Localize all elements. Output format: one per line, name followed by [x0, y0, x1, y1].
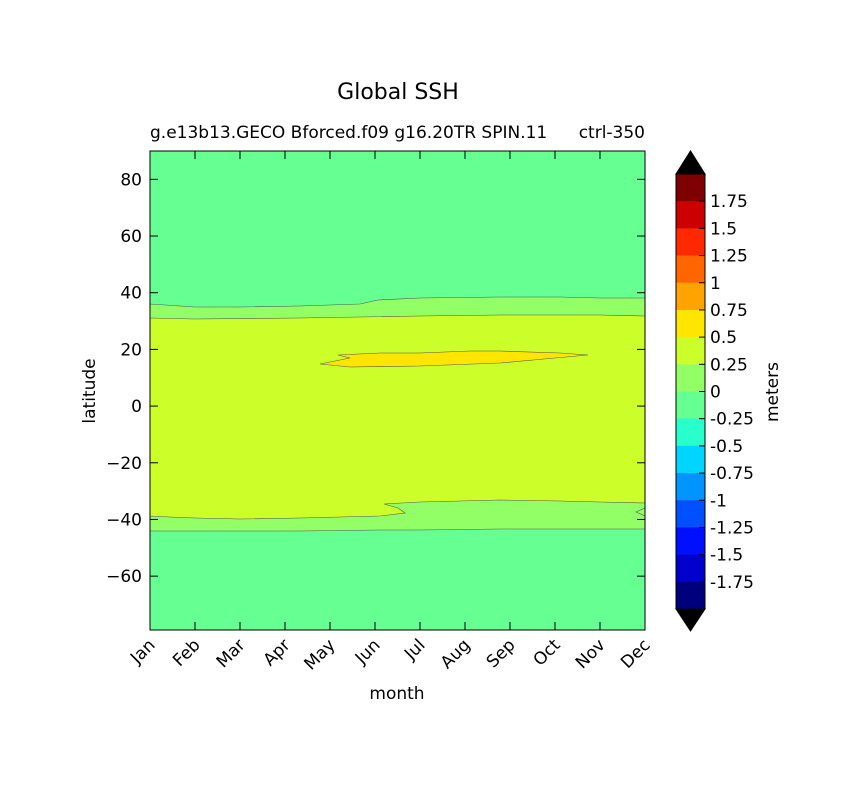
colorbar-tick-label: -0.5 [710, 437, 743, 457]
colorbar-swatch [676, 527, 705, 556]
y-tick-label: 0 [131, 397, 142, 417]
colorbar-tick-label: 0.75 [710, 301, 748, 321]
colorbar-tick-label: 0.5 [710, 328, 737, 348]
plot-frame [149, 150, 646, 631]
y-tick-label: −60 [106, 567, 142, 587]
colorbar-tick-label: -1 [710, 491, 727, 511]
colorbar-tick-label: -0.25 [710, 410, 754, 430]
chart-subtitle-right: ctrl-350 [579, 123, 645, 143]
chart-subtitle-left: g.e13b13.GECO Bforced.f09 g16.20TR SPIN.… [150, 123, 547, 143]
colorbar-extend-upper [675, 150, 706, 175]
y-tick-label: 40 [120, 284, 142, 304]
colorbar-swatch [676, 174, 705, 202]
colorbar-swatch [676, 554, 705, 583]
colorbar-tick-label: 1 [710, 274, 721, 294]
colorbar-swatch [676, 282, 705, 311]
x-tick-label: May [301, 635, 340, 674]
y-tick-label: 80 [120, 170, 142, 190]
x-tick-label: Feb [169, 635, 204, 670]
colorbar-tick-label: 1.5 [710, 219, 737, 239]
y-axis-label: latitude [80, 358, 100, 423]
region-mid-pos [149, 314, 646, 520]
x-tick-label: Oct [530, 635, 565, 670]
x-tick-label: Aug [437, 635, 475, 673]
x-tick-label: Mar [213, 635, 250, 672]
colorbar-swatch [676, 201, 705, 229]
colorbar-swatch [676, 309, 705, 338]
x-tick-label: Nov [572, 635, 610, 673]
colorbar-swatch [676, 337, 705, 365]
x-tick-label: Jun [351, 635, 385, 669]
colorbar-swatch [676, 364, 705, 392]
x-tick-label: Jan [126, 635, 159, 668]
colorbar-swatch [676, 445, 705, 474]
x-tick-label: Jul [400, 635, 429, 664]
colorbar-tick-label: 0 [710, 383, 721, 403]
colorbar-swatch [676, 581, 705, 610]
y-tick-label: 60 [120, 227, 142, 247]
colorbar-swatch [676, 500, 705, 528]
y-tick-label: −40 [106, 510, 142, 530]
colorbar-tick-label: -1.5 [710, 546, 743, 566]
colorbar-label: meters [763, 362, 783, 422]
colorbar-tick-label: 1.25 [710, 247, 748, 267]
y-tick-label: −20 [106, 454, 142, 474]
region-high-pos [319, 350, 589, 368]
colorbar-extend-lower [675, 608, 706, 632]
y-tick-label: 20 [120, 340, 142, 360]
colorbar-swatch [676, 391, 705, 420]
colorbar-tick-label: -0.75 [710, 464, 754, 484]
x-tick-label: Apr [260, 635, 295, 670]
colorbar-swatch [676, 473, 705, 501]
colorbar-swatch [676, 228, 705, 257]
colorbar: 1.75 1.5 1.25 1 0.75 0.5 0.25 0 -0.25 -0.5 -0.75 -1… [675, 150, 754, 632]
colorbar-swatch [676, 418, 705, 447]
x-tick-label: Sep [483, 635, 520, 672]
chart-title: Global SSH [337, 80, 459, 105]
colorbar-tick-label: 0.25 [710, 355, 748, 375]
x-axis-label: month [369, 684, 424, 704]
colorbar-swatch [676, 255, 705, 284]
plot-area [149, 150, 646, 631]
x-tick-label: Dec [617, 635, 654, 672]
y-axis: 80 60 40 20 0 −20 −40 −60 [106, 170, 645, 587]
colorbar-tick-label: 1.75 [710, 192, 748, 212]
colorbar-tick-label: -1.75 [710, 573, 754, 593]
colorbar-tick-label: -1.25 [710, 518, 754, 538]
